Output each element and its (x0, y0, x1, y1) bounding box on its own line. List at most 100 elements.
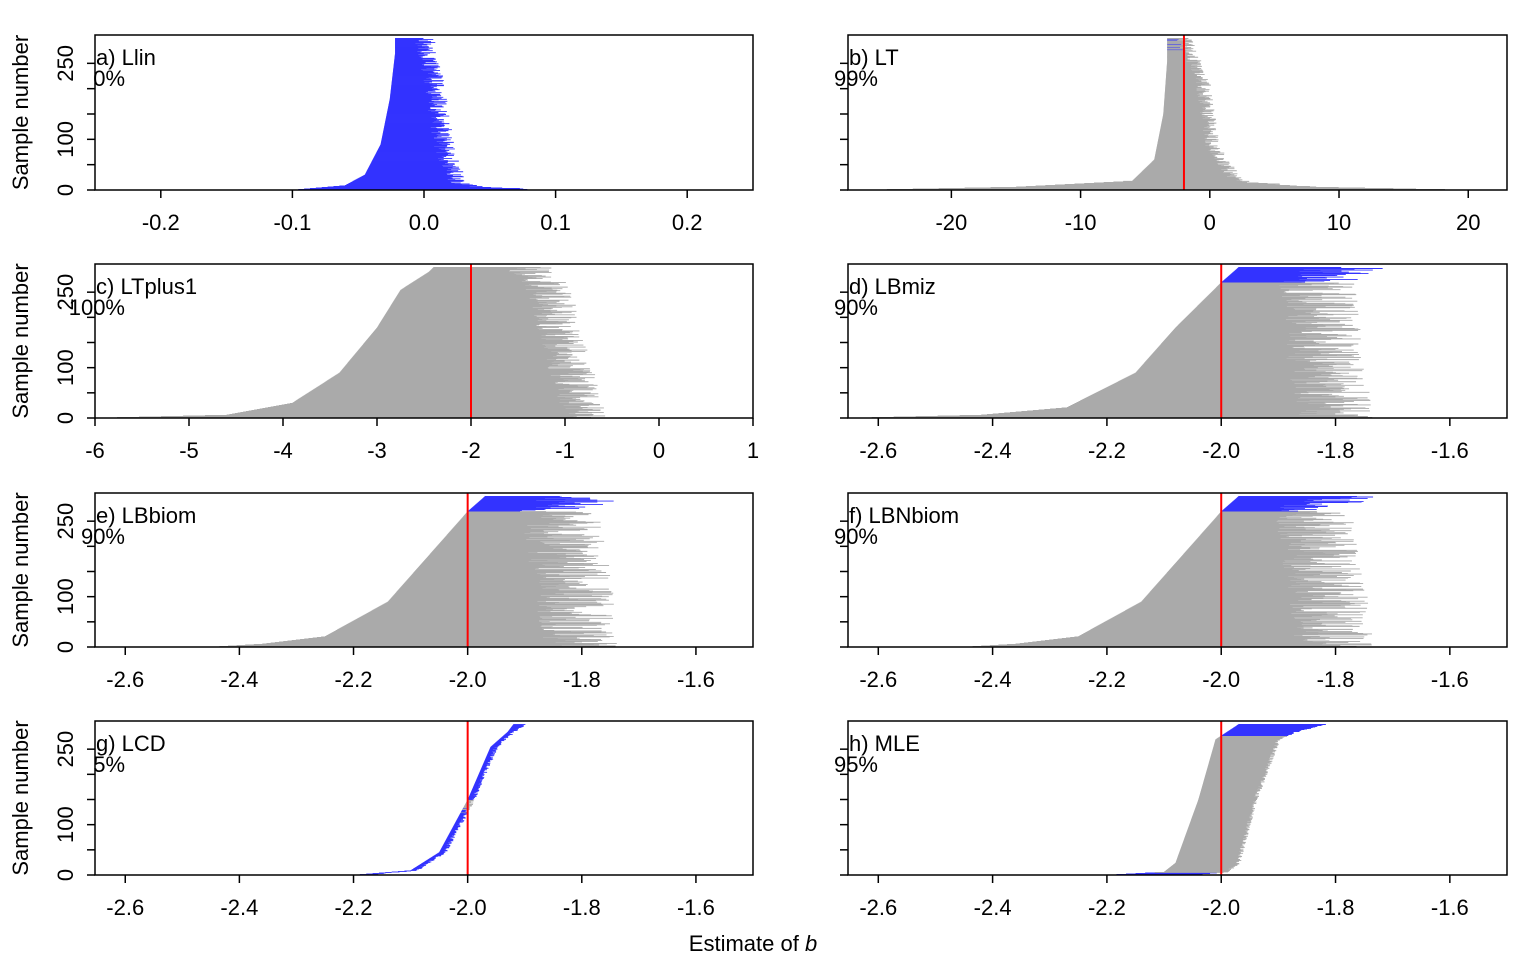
intervals (95, 267, 606, 418)
coverage-label: 90% (834, 295, 878, 320)
x-tick-label: -2.2 (335, 895, 373, 920)
x-tick-label: -10 (1065, 210, 1097, 235)
x-tick-label: -2.2 (1088, 895, 1126, 920)
x-tick-label: -2.0 (1202, 895, 1240, 920)
plot-frame (847, 720, 1508, 876)
x-tick-label: -1 (555, 438, 575, 463)
y-tick-label: 0 (53, 869, 78, 881)
x-tick-label: 0 (1204, 210, 1216, 235)
panel-title: c) LTplus1 (96, 274, 197, 299)
panel-title: d) LBmiz (849, 274, 936, 299)
panel-a: -0.2 -0.1 0.0 0.1 0.2 0 100 250 Sample number a) … (8, 34, 754, 235)
panel-g: -2.6 -2.4 -2.2 -2.0 -1.8 -1.6 0 100 250 Sample nu… (8, 720, 754, 920)
x-tick-label: -2 (461, 438, 481, 463)
panel-c: -6 -5 -4 -3 -2 -1 0 1 0 100 250 Sample number c) LTp… (8, 263, 759, 463)
x-tick-label: -0.1 (273, 210, 311, 235)
y-tick-label: 100 (53, 121, 78, 158)
x-tick-label: -1.6 (677, 667, 715, 692)
y-tick-label: 250 (53, 503, 78, 540)
plot-frame (94, 720, 754, 876)
x-tick-label: -20 (935, 210, 967, 235)
x-tick-label: -2.6 (859, 667, 897, 692)
y-axis-label: Sample number (8, 720, 33, 875)
y-tick-label: 100 (53, 806, 78, 843)
x-tick-label: -1.8 (563, 895, 601, 920)
y-tick-label: 0 (53, 184, 78, 196)
x-tick-label: -1.6 (1431, 438, 1469, 463)
y-axis-label: Sample number (8, 492, 33, 647)
y-tick-label: 0 (53, 641, 78, 653)
x-axis-label-italic: b (805, 931, 817, 956)
plot-frame (847, 492, 1508, 648)
x-tick-label: -1.6 (1431, 895, 1469, 920)
y-axis-label: Sample number (8, 35, 33, 190)
plot-frame (94, 263, 754, 419)
x-tick-label: 0.1 (540, 210, 571, 235)
x-tick-label: 20 (1456, 210, 1480, 235)
y-tick-label: 100 (53, 349, 78, 386)
intervals (860, 38, 1476, 190)
x-tick-label: 10 (1327, 210, 1351, 235)
panel-title: e) LBbiom (96, 503, 196, 528)
x-tick-label: 0 (653, 438, 665, 463)
panel-e: -2.6 -2.4 -2.2 -2.0 -1.8 -1.6 0 100 250 Sample nu… (8, 492, 754, 692)
coverage-label: 90% (81, 524, 125, 549)
coverage-label: 100% (69, 295, 125, 320)
coverage-label: 99% (834, 66, 878, 91)
x-tick-label: -2.4 (974, 895, 1012, 920)
x-tick-label: -2.2 (335, 667, 373, 692)
x-tick-label: -0.2 (142, 210, 180, 235)
x-axis-label-text: Estimate of (689, 931, 805, 956)
intervals (1106, 724, 1326, 875)
y-tick-label: 100 (53, 578, 78, 615)
intervals (964, 496, 1374, 647)
coverage-label: 5% (93, 752, 125, 777)
x-tick-label: 1 (747, 438, 759, 463)
x-tick-label: -1.6 (1431, 667, 1469, 692)
intervals (292, 38, 546, 190)
x-tick-label: -2.6 (106, 667, 144, 692)
x-axis-label: Estimate of b (689, 931, 817, 956)
x-tick-label: -2.0 (1202, 667, 1240, 692)
x-tick-label: -2.2 (1088, 667, 1126, 692)
y-tick-label: 250 (53, 45, 78, 82)
x-tick-label: -4 (273, 438, 293, 463)
x-tick-label: -1.6 (677, 895, 715, 920)
coverage-label: 95% (834, 752, 878, 777)
x-tick-label: -2.4 (220, 667, 258, 692)
panel-title: g) LCD (96, 731, 166, 756)
x-tick-label: -3 (367, 438, 387, 463)
x-tick-label: -2.6 (106, 895, 144, 920)
y-tick-label: 250 (53, 731, 78, 768)
panel-title: h) MLE (849, 731, 920, 756)
x-tick-label: -2.0 (1202, 438, 1240, 463)
plot-frame (94, 492, 754, 648)
coverage-label: 90% (834, 524, 878, 549)
x-tick-label: -2.4 (974, 438, 1012, 463)
x-tick-label: 0.2 (672, 210, 703, 235)
x-tick-label: -2.0 (449, 895, 487, 920)
x-tick-label: -6 (85, 438, 105, 463)
x-tick-label: -2.4 (220, 895, 258, 920)
x-tick-label: -1.8 (563, 667, 601, 692)
x-tick-label: 0.0 (409, 210, 440, 235)
y-tick-label: 0 (53, 412, 78, 424)
plot-frame (847, 263, 1508, 419)
x-tick-label: -1.8 (1317, 667, 1355, 692)
x-tick-label: -1.8 (1317, 895, 1355, 920)
x-tick-label: -2.4 (974, 667, 1012, 692)
intervals (353, 724, 526, 875)
x-tick-label: -1.8 (1317, 438, 1355, 463)
intervals (210, 496, 617, 647)
panel-title: a) Llin (96, 45, 156, 70)
coverage-label: 0% (93, 66, 125, 91)
x-tick-label: -5 (179, 438, 199, 463)
x-tick-label: -2.2 (1088, 438, 1126, 463)
x-tick-label: -2.6 (859, 438, 897, 463)
y-tick-label: 250 (53, 274, 78, 311)
